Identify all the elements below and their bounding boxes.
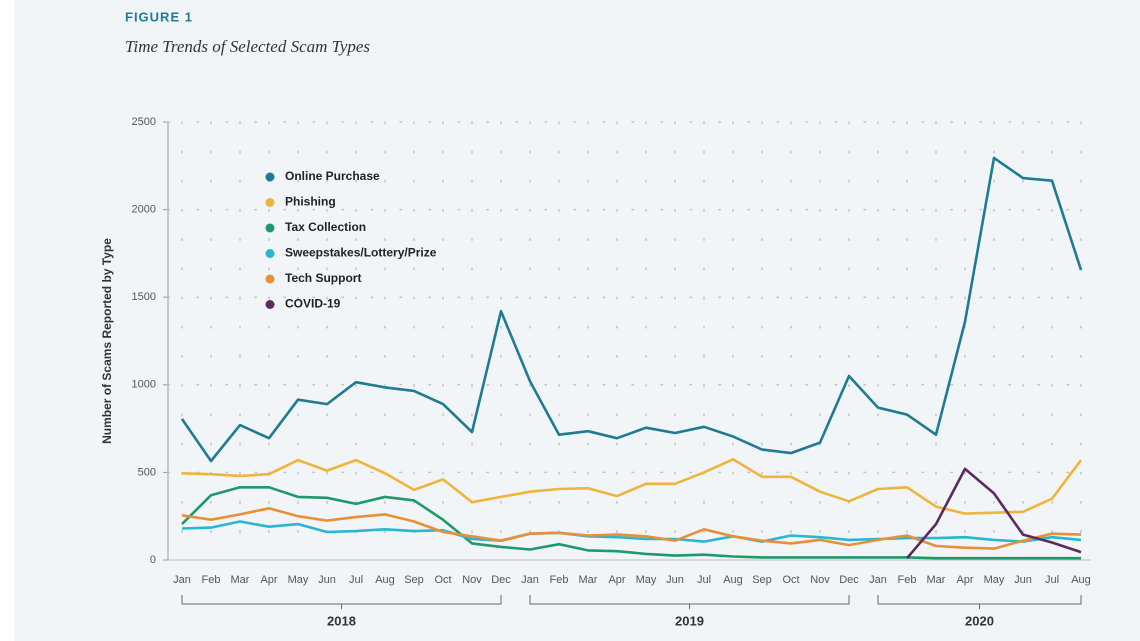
- year-label: 2019: [675, 613, 704, 628]
- legend-label: Tax Collection: [285, 220, 366, 234]
- x-tick-label: Jun: [318, 574, 336, 586]
- legend-swatch: [265, 300, 275, 309]
- year-label: 2020: [965, 613, 994, 628]
- chart-title: Time Trends of Selected Scam Types: [125, 37, 370, 56]
- y-tick-label: 2500: [132, 116, 156, 128]
- x-tick-label: Nov: [810, 574, 830, 586]
- series-line: [181, 520, 1082, 543]
- legend-swatch: [265, 172, 275, 182]
- legend-label: Sweepstakes/Lottery/Prize: [285, 246, 437, 260]
- y-tick-label: 2000: [132, 204, 156, 216]
- legend-swatch: [265, 198, 275, 207]
- x-tick-label: Aug: [723, 574, 743, 586]
- legend-label: Tech Support: [285, 271, 361, 285]
- x-tick-label: Mar: [231, 574, 250, 586]
- x-tick-label: May: [288, 574, 309, 586]
- x-tick-label: Oct: [782, 574, 799, 586]
- y-tick-label: 0: [150, 554, 156, 566]
- y-tick-label: 500: [138, 466, 156, 478]
- legend-label: Phishing: [285, 195, 336, 209]
- x-tick-label: Aug: [1071, 574, 1091, 586]
- figure-label: FIGURE 1: [125, 9, 193, 24]
- series-line: [181, 486, 1081, 560]
- x-tick-label: Feb: [202, 574, 221, 586]
- x-tick-label: Jan: [521, 574, 539, 586]
- panel-background: [14, 0, 1140, 641]
- x-tick-label: Sep: [752, 574, 772, 586]
- y-tick-label: 1500: [132, 291, 156, 303]
- x-tick-label: Feb: [898, 574, 917, 586]
- x-tick-label: Jan: [173, 574, 191, 586]
- legend-label: Online Purchase: [285, 169, 380, 183]
- legend-swatch: [265, 249, 275, 258]
- series-line: [181, 507, 1082, 550]
- series-line: [906, 467, 1082, 560]
- x-tick-label: Jun: [1014, 574, 1032, 586]
- x-tick-label: Jul: [349, 574, 363, 586]
- x-tick-label: Jul: [697, 574, 711, 586]
- x-tick-label: Mar: [927, 574, 946, 586]
- x-tick-label: Apr: [260, 574, 277, 586]
- x-tick-label: May: [636, 574, 657, 586]
- x-tick-label: Jan: [869, 574, 887, 586]
- y-tick-label: 1000: [132, 379, 156, 391]
- legend-swatch: [265, 223, 275, 233]
- x-tick-label: Sep: [404, 574, 424, 586]
- x-tick-label: Jun: [666, 574, 684, 586]
- series-line: [180, 156, 1083, 463]
- x-tick-label: Mar: [579, 574, 598, 586]
- x-tick-label: Apr: [956, 574, 973, 586]
- x-tick-label: Dec: [491, 574, 511, 586]
- x-tick-label: Oct: [434, 574, 451, 586]
- x-tick-label: Feb: [550, 574, 569, 586]
- legend-label: COVID-19: [285, 297, 341, 311]
- x-tick-label: Apr: [608, 574, 625, 586]
- x-tick-label: Jul: [1045, 574, 1059, 586]
- x-tick-label: Nov: [462, 574, 482, 586]
- x-tick-label: Aug: [375, 574, 395, 586]
- series-line: [181, 458, 1083, 515]
- x-tick-label: May: [984, 574, 1005, 586]
- legend-swatch: [265, 274, 275, 284]
- x-tick-label: Dec: [839, 574, 859, 586]
- y-axis-label: Number of Scams Reported by Type: [100, 238, 114, 444]
- year-label: 2018: [327, 613, 356, 628]
